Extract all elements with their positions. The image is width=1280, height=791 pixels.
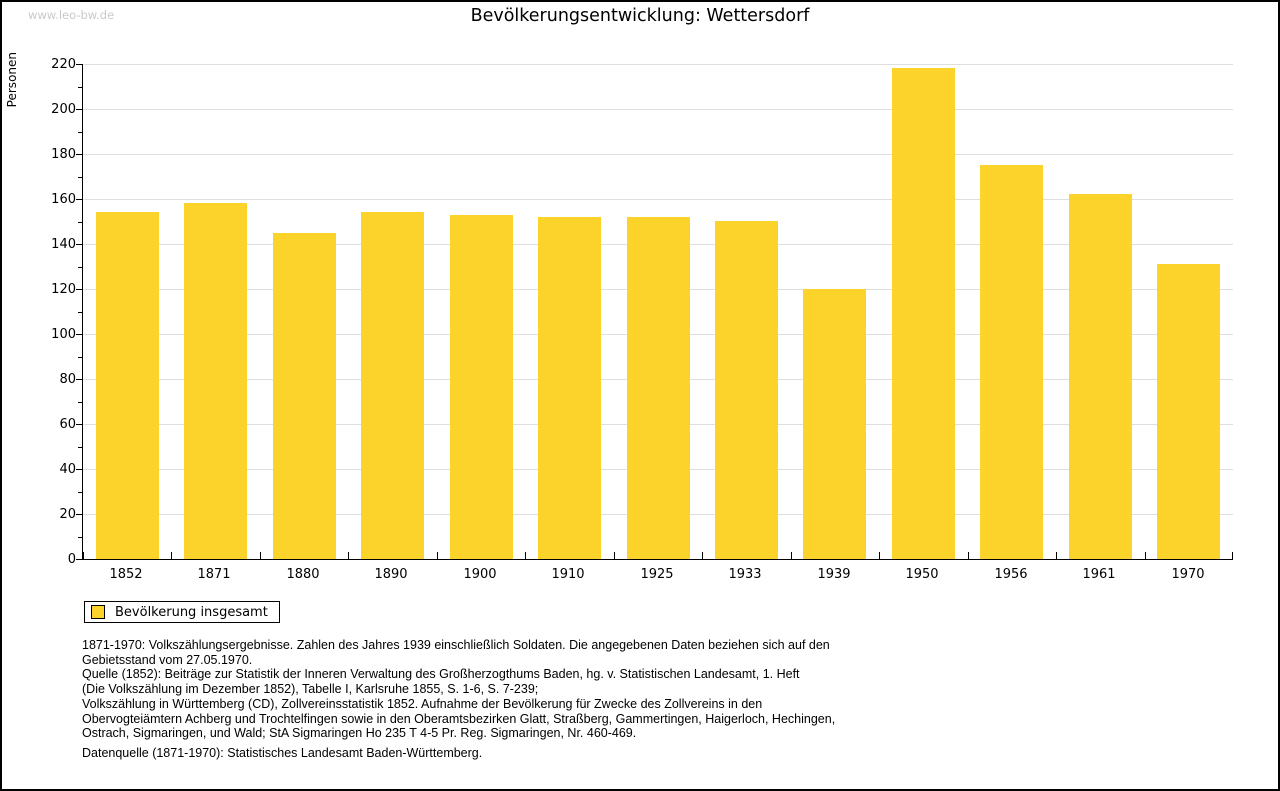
y-minor-tick: [78, 402, 82, 403]
y-major-tick: [76, 64, 82, 65]
x-tick: [260, 552, 261, 559]
y-tick-label: 220: [51, 57, 76, 72]
footnote-line: Ostrach, Sigmaringen, und Wald; StA Sigm…: [82, 726, 637, 741]
x-axis-label: 1956: [994, 567, 1028, 582]
y-minor-tick: [78, 492, 82, 493]
watermark: www.leo-bw.de: [28, 8, 115, 22]
y-minor-tick: [78, 357, 82, 358]
y-minor-tick: [78, 132, 82, 133]
y-tick-label: 140: [51, 237, 76, 252]
bar: [96, 212, 159, 559]
footnote-line: Quelle (1852): Beiträge zur Statistik de…: [82, 667, 800, 682]
x-tick: [1056, 552, 1057, 559]
y-minor-tick: [78, 312, 82, 313]
y-major-tick: [76, 289, 82, 290]
y-axis-title: Personen: [5, 52, 19, 108]
bar: [715, 221, 778, 559]
y-major-tick: [76, 334, 82, 335]
y-minor-tick: [78, 222, 82, 223]
y-major-tick: [76, 154, 82, 155]
x-axis-label: 1890: [374, 567, 408, 582]
y-major-tick: [76, 514, 82, 515]
x-tick: [171, 552, 172, 559]
y-tick-label: 0: [67, 552, 76, 567]
y-tick-label: 80: [59, 372, 76, 387]
x-tick: [83, 552, 84, 559]
y-tick-label: 100: [51, 327, 76, 342]
x-tick: [348, 552, 349, 559]
x-tick: [968, 552, 969, 559]
x-axis-label: 1910: [551, 567, 585, 582]
footnote-line: Obervogteiämtern Achberg und Trochtelfin…: [82, 711, 836, 726]
bar: [450, 215, 513, 559]
x-axis-label: 1950: [905, 567, 939, 582]
page-title: Bevölkerungsentwicklung: Wettersdorf: [470, 6, 810, 26]
x-tick: [1232, 552, 1233, 559]
y-major-tick: [76, 199, 82, 200]
y-major-tick: [76, 109, 82, 110]
datasource-note: Datenquelle (1871-1970): Statistisches L…: [82, 746, 483, 760]
y-tick-label: 160: [51, 192, 76, 207]
x-axis-label: 1925: [640, 567, 674, 582]
bar: [184, 203, 247, 559]
y-major-tick: [76, 424, 82, 425]
y-tick-label: 120: [51, 282, 76, 297]
bar: [627, 217, 690, 559]
x-axis-label: 1880: [286, 567, 320, 582]
x-tick: [1145, 552, 1146, 559]
y-tick-label: 60: [59, 417, 76, 432]
x-tick: [614, 552, 615, 559]
x-axis-label: 1939: [817, 567, 851, 582]
x-tick: [791, 552, 792, 559]
x-tick: [879, 552, 880, 559]
bar: [803, 289, 866, 559]
x-axis-label: 1852: [109, 567, 143, 582]
legend-swatch-icon: [91, 605, 105, 619]
footnote-line: (Die Volkszählung im Dezember 1852), Tab…: [82, 682, 539, 697]
gridline: [83, 109, 1233, 110]
x-axis-label: 1970: [1171, 567, 1205, 582]
y-minor-tick: [78, 267, 82, 268]
footnote-line: Volkszählung in Württemberg (CD), Zollve…: [82, 696, 763, 711]
y-minor-tick: [78, 447, 82, 448]
bar: [538, 217, 601, 559]
y-minor-tick: [78, 87, 82, 88]
x-tick: [525, 552, 526, 559]
gridline: [83, 64, 1233, 65]
bar: [980, 165, 1043, 559]
y-major-tick: [76, 559, 82, 560]
legend-label: Bevölkerung insgesamt: [115, 604, 268, 620]
x-tick: [437, 552, 438, 559]
bar: [273, 233, 336, 559]
bar: [892, 68, 955, 559]
x-axis-label: 1961: [1082, 567, 1116, 582]
gridline: [83, 154, 1233, 155]
y-minor-tick: [78, 537, 82, 538]
y-tick-label: 200: [51, 102, 76, 117]
y-minor-tick: [78, 177, 82, 178]
bar: [1069, 194, 1132, 559]
y-tick-label: 40: [59, 462, 76, 477]
y-major-tick: [76, 379, 82, 380]
bar: [361, 212, 424, 559]
plot-area: 0 20 40 60 80 100 120 140 160 180 200 220: [51, 57, 1233, 567]
y-tick-label: 20: [59, 507, 76, 522]
gridline: [83, 199, 1233, 200]
legend: Bevölkerung insgesamt: [84, 601, 280, 623]
y-major-tick: [76, 469, 82, 470]
bar: [1157, 264, 1220, 559]
x-axis-label: 1933: [728, 567, 762, 582]
footnote-line: 1871-1970: Volkszählungsergebnisse. Zahl…: [82, 638, 830, 652]
y-major-tick: [76, 244, 82, 245]
y-tick-label: 180: [51, 147, 76, 162]
x-tick: [702, 552, 703, 559]
x-axis-label: 1871: [197, 567, 231, 582]
x-axis-label: 1900: [463, 567, 497, 582]
footnote-line: Gebietsstand vom 27.05.1970.: [82, 652, 253, 667]
footnotes: 1871-1970: Volkszählungsergebnisse. Zahl…: [82, 638, 835, 741]
